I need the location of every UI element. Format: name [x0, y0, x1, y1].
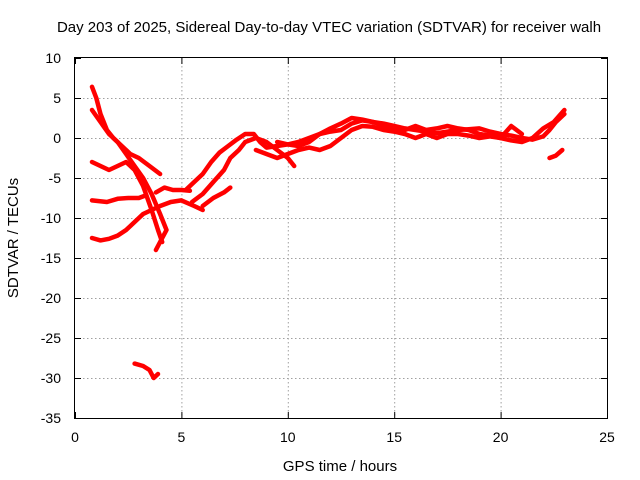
series-arc-7 — [132, 361, 161, 381]
x-axis: 0 5 10 15 20 25 — [71, 58, 615, 445]
y-tick-label: -15 — [41, 250, 61, 266]
series-arc-2 — [89, 107, 169, 253]
x-tick-label: 0 — [71, 429, 79, 445]
series-group — [89, 84, 567, 381]
x-tick-label: 25 — [599, 429, 615, 445]
x-tick-label: 20 — [493, 429, 509, 445]
series-arc-12 — [274, 115, 525, 149]
grid — [75, 58, 607, 418]
y-tick-label: -30 — [41, 370, 61, 386]
plot-frame — [74, 57, 608, 419]
x-tick-label: 10 — [280, 429, 296, 445]
y-tick-label: -35 — [41, 410, 61, 426]
series-arc-3 — [89, 159, 165, 245]
y-tick-label: -10 — [41, 210, 61, 226]
series-arc-5 — [89, 198, 205, 243]
y-tick-label: -20 — [41, 290, 61, 306]
series-arc-13 — [547, 147, 565, 161]
series-arc-4 — [89, 193, 148, 205]
x-axis-label: GPS time / hours — [283, 458, 397, 475]
y-axis: 10 5 0 -5 -10 -15 -20 -25 -30 -35 — [41, 50, 607, 426]
y-tick-label: 5 — [53, 90, 61, 106]
x-tick-label: 15 — [386, 429, 402, 445]
y-tick-label: -25 — [41, 330, 61, 346]
y-tick-label: -5 — [49, 170, 62, 186]
x-tick-label: 5 — [178, 429, 186, 445]
y-axis-label: SDTVAR / TECUs — [5, 178, 22, 298]
chart-title: Day 203 of 2025, Sidereal Day-to-day VTE… — [57, 19, 601, 36]
y-tick-label: 10 — [45, 50, 61, 66]
series-arc-9 — [189, 135, 297, 205]
y-tick-label: 0 — [53, 130, 61, 146]
series-arc-11 — [253, 107, 567, 161]
series-arc-10 — [200, 185, 233, 209]
